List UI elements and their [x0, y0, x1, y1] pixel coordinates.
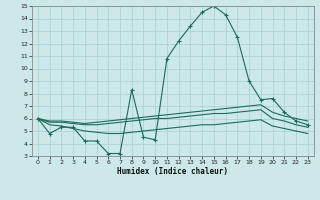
X-axis label: Humidex (Indice chaleur): Humidex (Indice chaleur): [117, 167, 228, 176]
